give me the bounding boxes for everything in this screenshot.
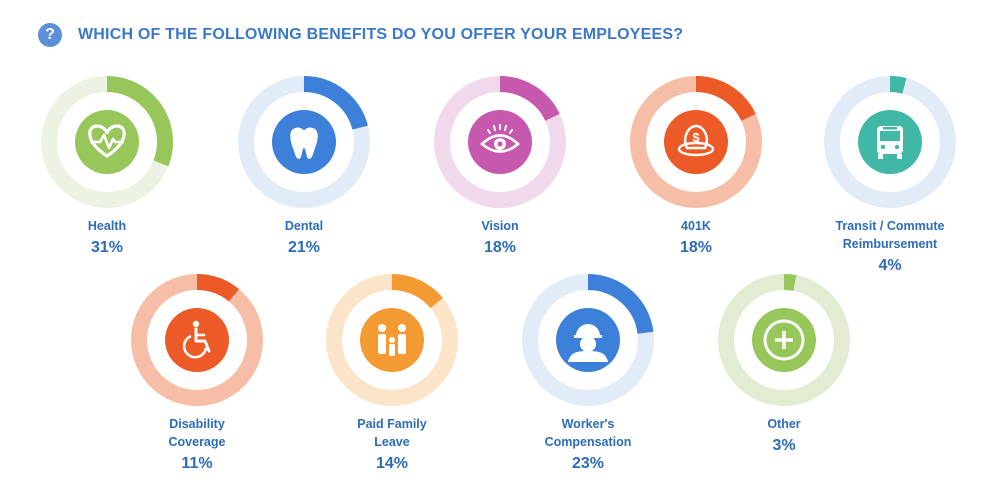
svg-text:$: $ [692,130,700,145]
donut-value-arc [106,76,173,167]
family-icon [378,324,406,356]
benefit-label: Health [88,219,126,233]
benefit-percent: 31% [91,239,123,256]
benefit-donut: Health 31% [41,76,173,256]
plus-icon [763,319,805,361]
donut-value-arc [587,274,654,335]
benefit-percent: 23% [572,455,604,472]
donut-value-arc [391,274,443,309]
benefit-donut: Vision 18% [434,76,566,256]
benefit-percent: 18% [484,239,516,256]
worker-icon [568,324,608,362]
chart-header: ? WHICH OF THE FOLLOWING BENEFITS DO YOU… [38,22,683,48]
benefit-label: Paid Family [357,417,427,431]
benefit-percent: 11% [181,455,212,472]
benefit-percent: 18% [680,239,712,256]
question-icon: ? [38,23,62,47]
benefit-label: Other [767,417,800,431]
eye-icon [480,124,520,153]
benefit-donut: Dental 21% [238,76,370,256]
benefit-donut: Paid Family Leave 14% [326,274,458,472]
donut-value-arc [889,76,907,94]
tooth-icon [290,127,318,159]
benefit-label: Dental [285,219,323,233]
benefit-label: Vision [481,219,518,233]
benefit-label: Compensation [545,435,632,449]
benefit-percent: 3% [772,437,795,454]
benefit-percent: 21% [288,239,320,256]
benefit-label: Reimbursement [843,237,938,251]
benefit-percent: 4% [878,257,901,274]
donut-value-arc [303,76,368,130]
chart-title: WHICH OF THE FOLLOWING BENEFITS DO YOU O… [78,26,684,43]
donut-value-arc [499,76,560,122]
benefit-label: Coverage [169,435,226,449]
benefit-label: Worker's [562,417,615,431]
benefit-donut: Disability Coverage 11% [131,274,263,472]
money-globe-icon: $ [677,124,715,157]
donut-value-arc [196,274,240,302]
benefit-donut: Worker's Compensation 23% [522,274,654,472]
wheelchair-icon [182,320,211,359]
benefit-percent: 14% [376,455,408,472]
benefit-donut: $401K 18% [630,76,762,256]
benefit-donut: Transit / Commute Reimbursement 4% [824,76,956,274]
bus-icon [877,126,903,159]
benefit-label: 401K [681,219,711,233]
benefit-label: Transit / Commute [835,219,944,233]
benefit-label: Disability [169,417,225,431]
donut-value-arc [783,274,797,291]
benefit-donut: Other 3% [718,274,850,454]
benefit-label: Leave [374,435,409,449]
heart-pulse-icon [88,124,126,158]
donut-value-arc [695,76,756,122]
